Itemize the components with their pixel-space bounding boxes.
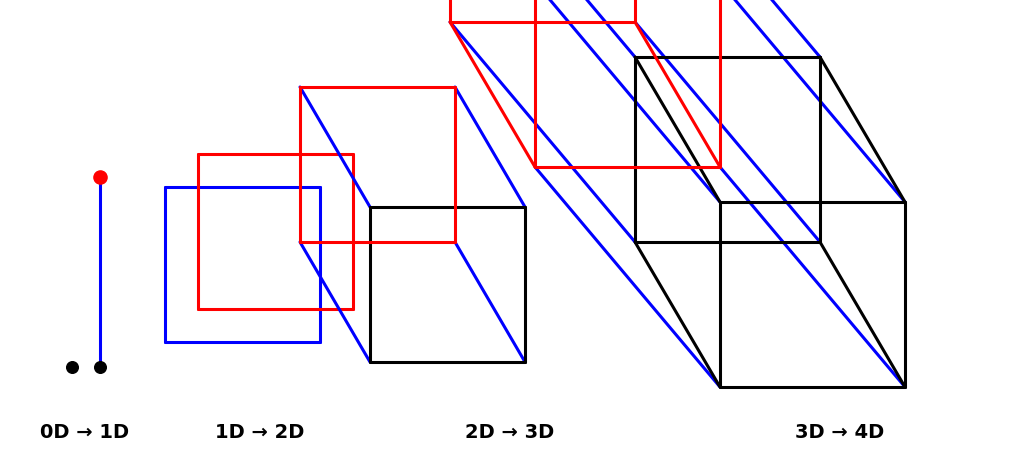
- Point: [63, 363, 80, 371]
- Text: 1D → 2D: 1D → 2D: [215, 423, 305, 442]
- Text: 3D → 4D: 3D → 4D: [796, 423, 885, 442]
- Text: 0D → 1D: 0D → 1D: [40, 423, 130, 442]
- Point: [92, 173, 109, 181]
- Text: 2D → 3D: 2D → 3D: [465, 423, 555, 442]
- Point: [92, 363, 109, 371]
